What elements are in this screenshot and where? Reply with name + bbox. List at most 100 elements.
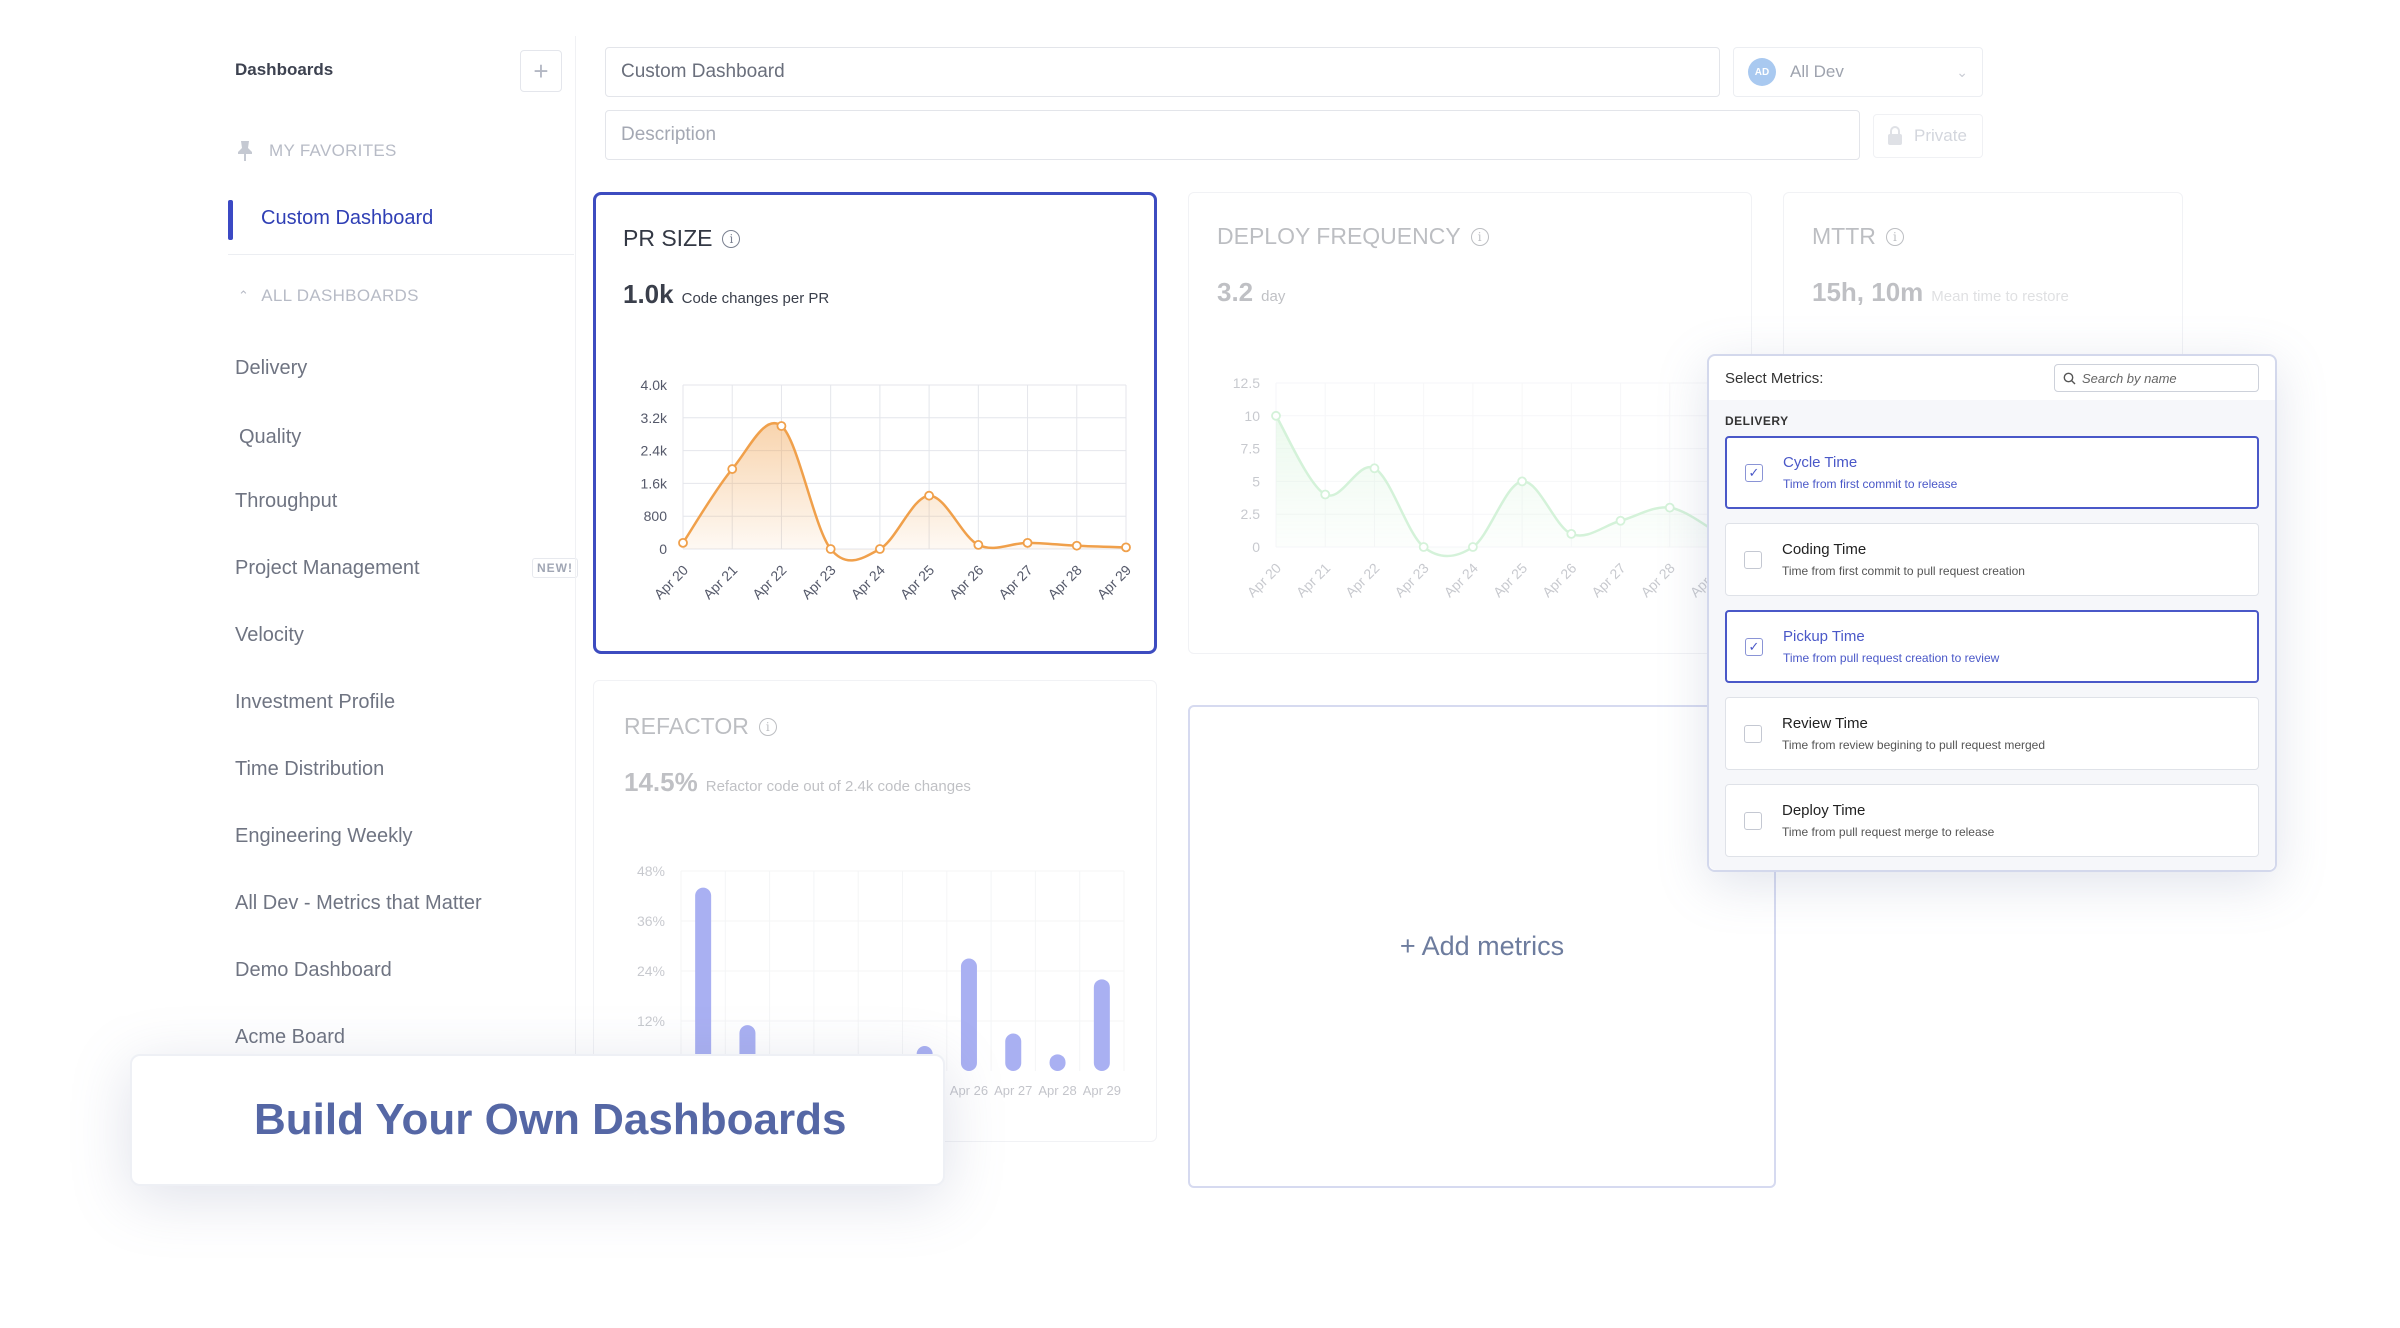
- checkbox[interactable]: [1744, 724, 1762, 743]
- sidebar-item-project-management[interactable]: Project Management: [235, 557, 420, 579]
- private-toggle[interactable]: Private: [1873, 114, 1983, 158]
- chevron-up-icon: ⌃: [238, 288, 250, 303]
- y-tick-label: 24%: [637, 963, 665, 979]
- data-point: [1271, 410, 1281, 421]
- checkbox-checked[interactable]: ✓: [1745, 637, 1763, 656]
- sidebar-item-investment-profile[interactable]: Investment Profile: [235, 691, 396, 713]
- data-point: [1121, 542, 1131, 553]
- active-indicator: [228, 200, 233, 240]
- data-point: [776, 421, 787, 431]
- x-tick-label: Apr 21: [700, 562, 741, 603]
- favorites-section[interactable]: MY FAVORITES: [235, 140, 397, 162]
- y-tick-label: 7.5: [1241, 441, 1261, 457]
- sidebar-item-delivery[interactable]: Delivery: [235, 357, 308, 379]
- option-desc: Time from first commit to pull request c…: [1782, 564, 2025, 578]
- sidebar-item-acme-board[interactable]: Acme Board: [235, 1026, 346, 1048]
- x-tick-label: Apr 20: [651, 562, 692, 603]
- pr-size-title-row: PR SIZE i: [623, 225, 741, 252]
- x-tick-label: Apr 28: [1637, 560, 1678, 601]
- x-tick-label: Apr 20: [1244, 560, 1285, 601]
- pr-size-card[interactable]: PR SIZE i 1.0k Code changes per PR 4.0k 3.…: [593, 192, 1157, 654]
- x-tick-label: Apr 28: [1038, 1083, 1076, 1098]
- sidebar-item-quality[interactable]: Quality: [239, 426, 302, 448]
- avatar: AD: [1748, 58, 1776, 86]
- checkbox[interactable]: [1744, 811, 1762, 830]
- data-point: [1615, 515, 1626, 526]
- y-tick-label: 800: [644, 508, 668, 524]
- info-icon[interactable]: i: [722, 229, 741, 248]
- add-metrics-button[interactable]: + Add metrics: [1188, 705, 1776, 1188]
- team-select[interactable]: AD All Dev ⌄: [1733, 47, 1983, 97]
- search-icon: [2063, 372, 2076, 384]
- metric-option-coding-time[interactable]: Coding Time Time from first commit to pul…: [1725, 523, 2259, 596]
- sidebar-item-demo-dashboard[interactable]: Demo Dashboard: [235, 959, 392, 981]
- bar: [1049, 1054, 1066, 1071]
- sidebar-item-throughput[interactable]: Throughput: [235, 490, 338, 512]
- x-tick-label: Apr 21: [1293, 560, 1334, 601]
- metric-option-review-time[interactable]: Review Time Time from review begining to …: [1725, 697, 2259, 770]
- data-point: [727, 464, 738, 474]
- checkbox-checked[interactable]: ✓: [1745, 463, 1763, 482]
- all-dashboards-toggle[interactable]: ⌃ ALL DASHBOARDS: [238, 286, 419, 306]
- refactor-title: REFACTOR: [624, 713, 749, 739]
- y-tick-label: 12.5: [1233, 375, 1260, 391]
- build-dashboards-banner: Build Your Own Dashboards: [130, 1054, 945, 1186]
- refactor-caption: Refactor code out of 2.4k code changes: [705, 778, 971, 795]
- select-metrics-popup: Select Metrics: Search by name DELIVERY …: [1707, 354, 2277, 872]
- data-point: [1566, 528, 1577, 539]
- x-tick-label: Apr 23: [1391, 560, 1432, 601]
- pr-size-value-row: 1.0k Code changes per PR: [623, 279, 829, 310]
- sidebar-item-all-dev[interactable]: All Dev - Metrics that Matter: [235, 892, 482, 914]
- metric-search-input[interactable]: Search by name: [2054, 364, 2259, 392]
- x-tick-label: Apr 25: [1490, 560, 1531, 601]
- search-placeholder: Search by name: [2082, 370, 2177, 386]
- mttr-caption: Mean time to restore: [1931, 288, 2069, 305]
- data-point: [1320, 489, 1331, 500]
- add-dashboard-button[interactable]: +: [520, 50, 562, 92]
- sidebar-item-time-distribution[interactable]: Time Distribution: [235, 758, 385, 780]
- info-icon[interactable]: i: [1885, 227, 1904, 246]
- metric-option-deploy-time[interactable]: Deploy Time Time from pull request merge …: [1725, 784, 2259, 857]
- y-tick-label: 0: [659, 541, 667, 557]
- x-tick-label: Apr 29: [1094, 562, 1135, 603]
- description-input[interactable]: Description: [605, 110, 1860, 160]
- mttr-title: MTTR: [1812, 223, 1876, 249]
- series-line: [681, 422, 1127, 562]
- deploy-value: 3.2: [1217, 277, 1254, 307]
- data-point: [1664, 502, 1675, 513]
- sidebar-item-custom-dashboard[interactable]: Custom Dashboard: [261, 207, 434, 229]
- y-tick-label: 2.5: [1241, 506, 1261, 522]
- pr-size-title: PR SIZE: [623, 225, 713, 251]
- x-tick-label: Apr 26: [946, 562, 987, 603]
- metric-option-pickup-time[interactable]: ✓ Pickup Time Time from pull request crea…: [1725, 610, 2259, 683]
- checkbox[interactable]: [1744, 550, 1762, 569]
- y-tick-label: 0: [1252, 539, 1260, 555]
- x-tick-label: Apr 26: [950, 1083, 988, 1098]
- pr-size-caption: Code changes per PR: [681, 290, 830, 307]
- dashboard-name-input[interactable]: Custom Dashboard: [605, 47, 1720, 97]
- sidebar-item-velocity[interactable]: Velocity: [235, 624, 304, 646]
- deploy-frequency-card[interactable]: DEPLOY FREQUENCY i 3.2 day 12.5 10 7.5 5 2.5 0…: [1188, 192, 1752, 654]
- x-tick-label: Apr 29: [1083, 1083, 1121, 1098]
- mttr-title-row: MTTR i: [1812, 223, 1904, 250]
- option-desc: Time from first commit to release: [1783, 477, 1958, 491]
- sidebar-item-engineering-weekly[interactable]: Engineering Weekly: [235, 825, 413, 847]
- refactor-title-row: REFACTOR i: [624, 713, 777, 740]
- data-point: [678, 537, 688, 548]
- info-icon[interactable]: i: [758, 717, 777, 736]
- area-fill: [1276, 415, 1719, 557]
- option-name: Review Time: [1782, 715, 1868, 732]
- option-name: Coding Time: [1782, 541, 1867, 558]
- y-tick-label: 12%: [637, 1013, 665, 1029]
- series-line: [1274, 415, 1720, 558]
- mttr-value-row: 15h, 10m Mean time to restore: [1812, 277, 2069, 308]
- x-tick-label: Apr 24: [848, 562, 889, 603]
- data-point: [973, 539, 984, 550]
- metric-option-cycle-time[interactable]: ✓ Cycle Time Time from first commit to re…: [1725, 436, 2259, 509]
- data-point: [1369, 463, 1380, 474]
- x-tick-label: Apr 24: [1441, 560, 1482, 601]
- info-icon[interactable]: i: [1470, 227, 1489, 246]
- x-tick-label: Apr 22: [1342, 560, 1383, 601]
- y-tick-label: 10: [1244, 408, 1260, 424]
